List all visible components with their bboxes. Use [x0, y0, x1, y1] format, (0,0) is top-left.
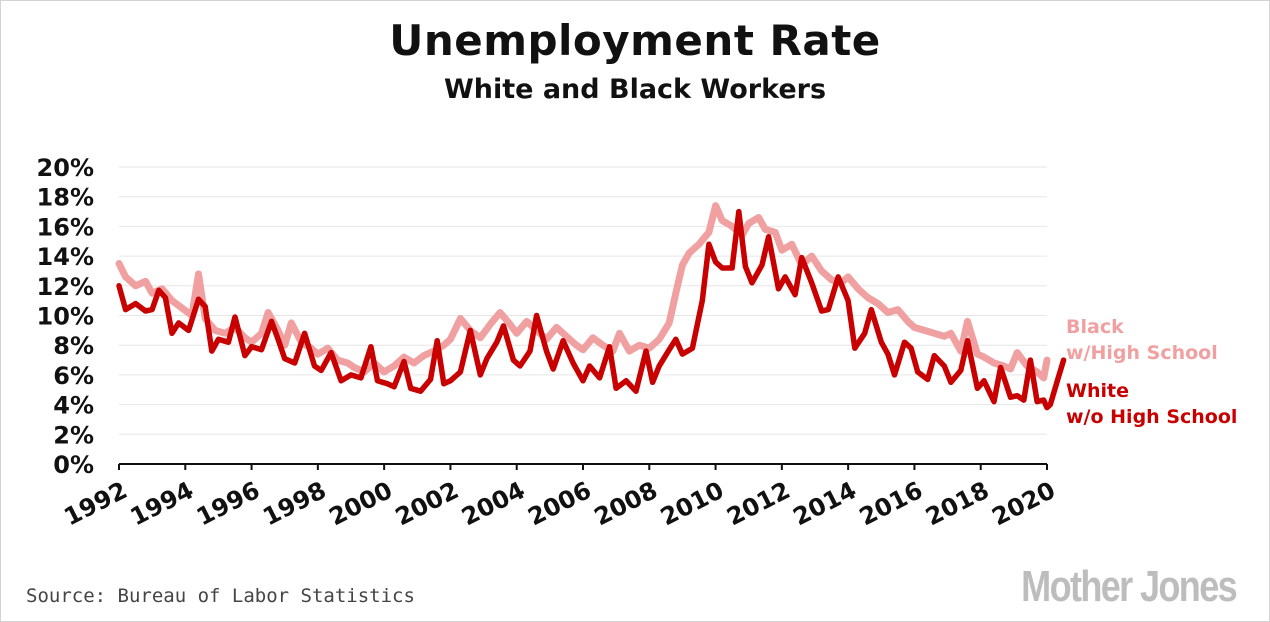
- y-tick-label: 0%: [53, 451, 94, 479]
- series-line-0: [115, 202, 1051, 382]
- y-tick-label: 20%: [37, 154, 94, 182]
- grid-lines: [119, 166, 1047, 435]
- x-tick-label: 1996: [192, 476, 264, 531]
- x-tick-label: 2000: [325, 476, 397, 531]
- x-tick-label: 2010: [656, 476, 728, 531]
- legend: Black w/High School White w/o High School: [1066, 316, 1237, 428]
- x-tick-label: 2016: [855, 476, 927, 531]
- y-axis-tick-labels: 0%2%4%6%8%10%12%14%16%18%20%: [37, 154, 94, 479]
- x-tick-label: 1998: [258, 476, 330, 531]
- y-tick-label: 6%: [53, 362, 94, 390]
- legend-label: Black: [1066, 316, 1124, 338]
- series-lines: [115, 202, 1067, 411]
- chart-title: Unemployment Rate: [389, 16, 881, 65]
- series-line-1: [116, 208, 1067, 411]
- legend-label: w/o High School: [1066, 406, 1237, 428]
- x-tick-label: 2014: [789, 476, 861, 531]
- source-note: Source: Bureau of Labor Statistics: [26, 585, 415, 607]
- x-axis-tick-labels: 1992199419961998200020022004200620082010…: [59, 476, 1059, 531]
- x-tick-label: 1994: [126, 476, 198, 531]
- legend-label: White: [1066, 380, 1129, 402]
- y-tick-label: 8%: [53, 332, 94, 360]
- x-tick-label: 2018: [921, 476, 993, 531]
- x-tick-label: 2020: [987, 476, 1059, 531]
- y-tick-label: 10%: [37, 303, 94, 331]
- x-tick-label: 2006: [523, 476, 595, 531]
- x-tick-label: 2004: [457, 476, 529, 531]
- x-axis: [118, 463, 1048, 470]
- y-tick-label: 4%: [53, 392, 94, 420]
- mother-jones-logo: Mother Jones: [1021, 562, 1238, 611]
- x-tick-label: 2012: [722, 476, 794, 531]
- y-tick-label: 2%: [53, 421, 94, 449]
- y-tick-label: 12%: [37, 273, 94, 301]
- y-tick-label: 18%: [37, 184, 94, 212]
- chart-subtitle: White and Black Workers: [443, 74, 827, 105]
- x-tick-label: 2002: [391, 476, 463, 531]
- x-tick-label: 2008: [590, 476, 662, 531]
- legend-label: w/High School: [1066, 342, 1218, 364]
- y-tick-label: 14%: [37, 243, 94, 271]
- y-tick-label: 16%: [37, 213, 94, 241]
- x-tick-label: 1992: [59, 476, 131, 531]
